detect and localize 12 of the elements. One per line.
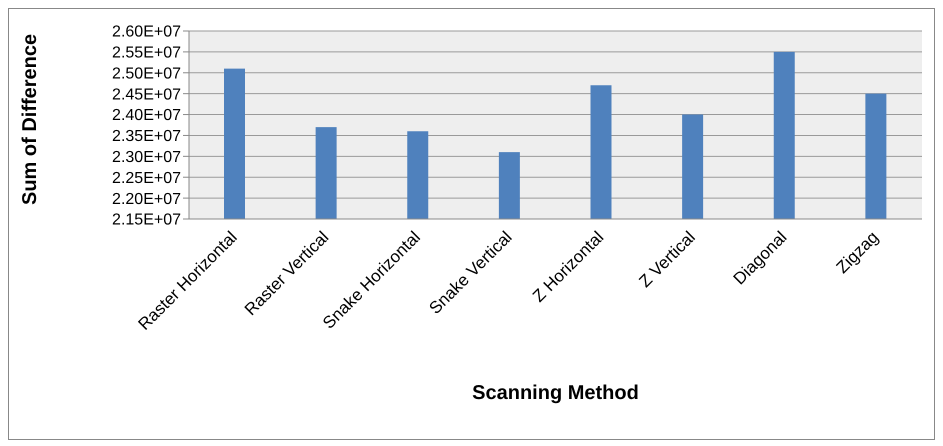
x-axis-title: Scanning Method	[472, 382, 639, 404]
y-axis-title: Sum of Difference	[19, 34, 42, 205]
y-tick-label: 2.50E+07	[112, 65, 182, 82]
y-tick-label: 2.25E+07	[112, 170, 182, 187]
y-tick-label: 2.55E+07	[112, 44, 182, 62]
y-tick-label: 2.45E+07	[112, 86, 182, 104]
y-tick-label: 2.60E+07	[112, 24, 182, 41]
y-tick-label: 2.15E+07	[112, 212, 182, 229]
y-tick-label: 2.35E+07	[112, 128, 182, 146]
y-tick-label: 2.40E+07	[112, 107, 182, 124]
y-tick-label: 2.30E+07	[112, 149, 182, 166]
y-tick-label: 2.20E+07	[112, 190, 182, 208]
